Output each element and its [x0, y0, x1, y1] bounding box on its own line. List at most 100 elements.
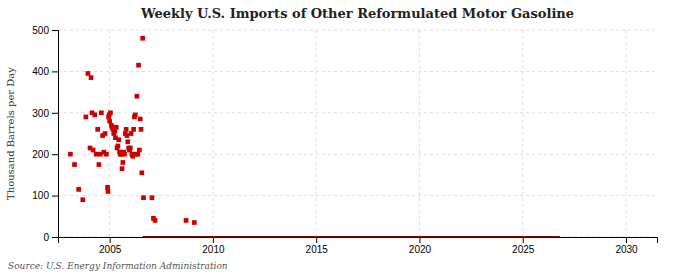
point	[91, 148, 96, 153]
x-tick: 2005	[99, 237, 122, 255]
y-tick-mark	[52, 154, 58, 155]
point	[120, 166, 125, 171]
chart-svg: 2005 2010 2015 2020 2025 2030 0 100 200 300 400 500…	[0, 0, 675, 275]
points	[68, 36, 197, 225]
point	[140, 170, 145, 175]
point	[122, 152, 127, 157]
y-tick-mark	[52, 113, 58, 114]
plot-area: 2005 2010 2015 2020 2025 2030 0 100 200 300 400 500	[32, 25, 657, 255]
grid-line-x	[316, 30, 317, 237]
point	[104, 152, 109, 157]
point	[97, 162, 102, 167]
point	[141, 195, 146, 200]
x-tick: 2015	[306, 237, 329, 255]
y-axis-line	[52, 31, 59, 238]
point	[139, 127, 144, 132]
x-tick-label: 2005	[99, 244, 122, 255]
grid-line-x	[212, 30, 213, 237]
point	[116, 137, 121, 142]
point	[108, 110, 113, 115]
y-tick-mark	[52, 71, 58, 72]
y-tick: 100	[32, 190, 58, 201]
x-tick-label: 2030	[615, 244, 638, 255]
y-tick-label: 200	[32, 149, 49, 160]
point	[138, 117, 143, 122]
point	[99, 110, 104, 115]
y-tick-label: 0	[43, 232, 49, 243]
point	[121, 160, 126, 165]
point	[135, 94, 140, 99]
point	[92, 113, 97, 118]
source: Source: U.S. Energy Information Administ…	[8, 261, 228, 271]
point	[89, 75, 94, 80]
x-tick-label: 2025	[512, 244, 535, 255]
x-tick-mark	[626, 237, 627, 243]
y-tick-label: 500	[32, 25, 49, 36]
y-tick: 400	[32, 66, 58, 77]
y-tick-label: 100	[32, 190, 49, 201]
point	[135, 152, 140, 157]
point	[114, 125, 119, 130]
y-tick-mark	[52, 237, 58, 238]
x-tick: 2030	[615, 237, 638, 255]
point	[116, 144, 121, 149]
x-tick-mark	[213, 237, 214, 243]
y-axis-title: Thousand Barrels per Day	[5, 67, 16, 200]
x-axis: 2005 2010 2015 2020 2025 2030	[59, 237, 658, 255]
point	[136, 63, 141, 68]
point	[72, 162, 77, 167]
x-tick-mark	[523, 237, 524, 243]
point	[153, 218, 158, 223]
point	[105, 185, 110, 190]
point	[106, 189, 111, 194]
line	[143, 236, 560, 237]
point	[84, 115, 89, 120]
point	[107, 119, 112, 124]
x-tick: 2020	[409, 237, 432, 255]
marks	[68, 36, 560, 237]
grid-line-x	[419, 30, 420, 237]
x-tick: 2010	[202, 237, 225, 255]
grid-line-y	[58, 112, 657, 113]
x-tick-mark	[316, 237, 317, 243]
point	[103, 131, 108, 136]
grid-line-y	[58, 30, 657, 31]
x-tick-mark	[110, 237, 111, 243]
point	[184, 218, 189, 223]
point	[140, 36, 145, 41]
x-tick-label: 2015	[306, 244, 329, 255]
point	[150, 195, 155, 200]
x-tick-label: 2020	[409, 244, 432, 255]
point	[131, 127, 136, 132]
point	[192, 220, 197, 225]
point	[129, 131, 134, 136]
grid-line-y	[58, 195, 657, 196]
grid-line-y	[58, 154, 657, 155]
title: Weekly U.S. Imports of Other Reformulate…	[140, 6, 574, 21]
grid-line-x	[109, 30, 110, 237]
point	[125, 133, 130, 138]
point	[137, 148, 142, 153]
x-axis-line	[59, 238, 658, 244]
point	[80, 197, 85, 202]
point	[124, 127, 129, 132]
point	[76, 187, 81, 192]
point	[128, 146, 133, 151]
y-tick-label: 400	[32, 66, 49, 77]
grid-line-y	[58, 71, 657, 72]
point	[95, 127, 100, 132]
point	[112, 129, 117, 134]
y-tick: 200	[32, 149, 58, 160]
x-tick: 2025	[512, 237, 535, 255]
point	[68, 152, 73, 157]
grid-line-x	[522, 30, 523, 237]
y-tick-mark	[52, 196, 58, 197]
point	[86, 71, 91, 76]
x-tick-label: 2010	[202, 244, 225, 255]
point	[125, 139, 130, 144]
y-tick: 0	[43, 232, 58, 243]
y-tick-label: 300	[32, 108, 49, 119]
y-axis: 0 100 200 300 400 500	[32, 25, 58, 243]
y-tick: 300	[32, 108, 58, 119]
grid	[58, 30, 657, 237]
